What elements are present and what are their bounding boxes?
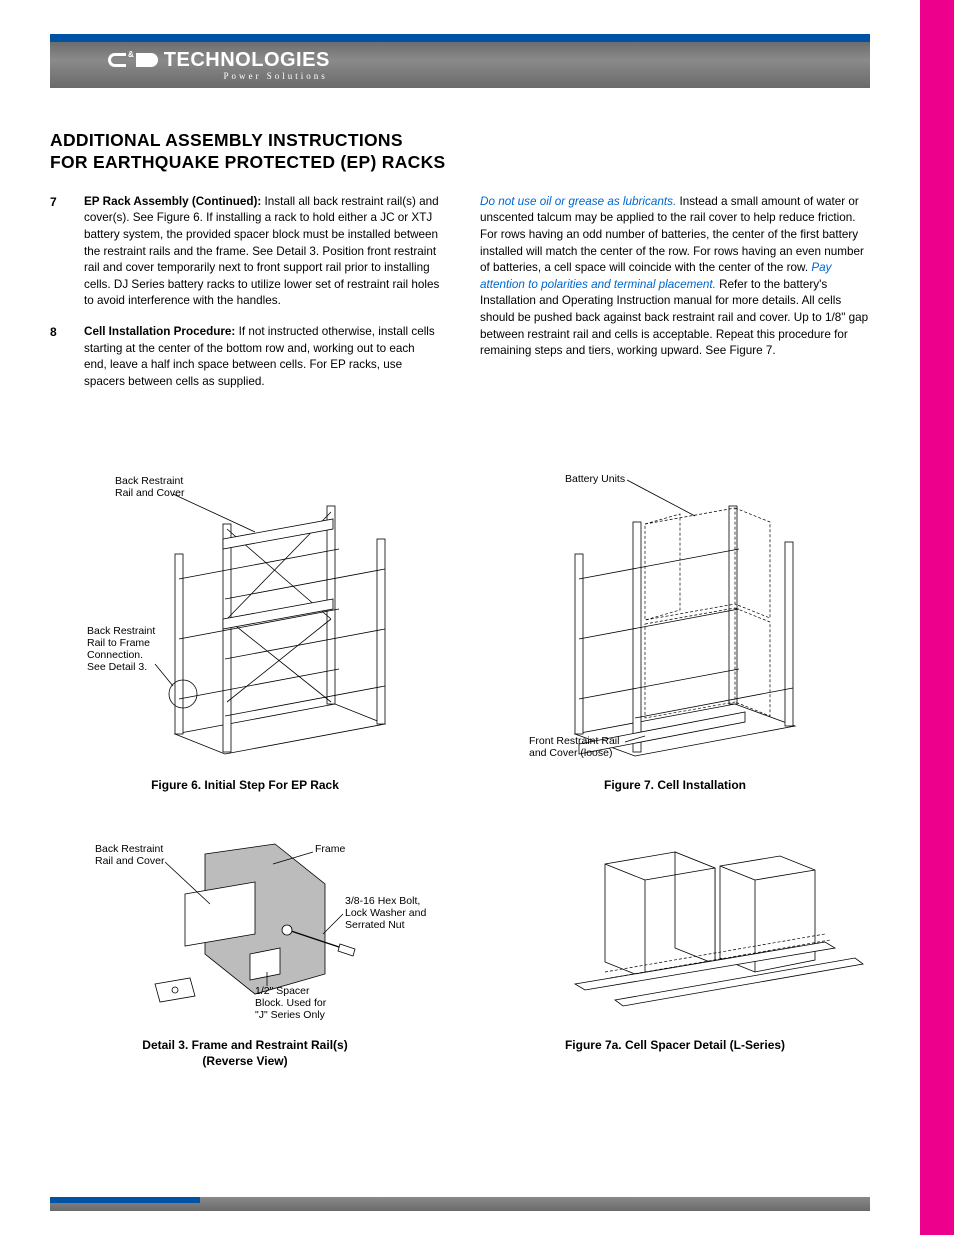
svg-text:See Detail 3.: See Detail 3.	[87, 661, 147, 673]
svg-text:Rail to Frame: Rail to Frame	[87, 637, 150, 649]
text-columns: 7 EP Rack Assembly (Continued): Install …	[50, 194, 870, 405]
figure-6-svg: Back Restraint Rail and Cover Back Restr…	[55, 454, 435, 764]
figures-row-2: Back Restraint Rail and Cover Frame 3/8-…	[50, 834, 870, 1069]
svg-text:and Cover (loose): and Cover (loose)	[529, 747, 612, 759]
svg-text:Connection.: Connection.	[87, 649, 143, 661]
step-body: EP Rack Assembly (Continued): Install al…	[84, 194, 440, 310]
step-title: Cell Installation Procedure:	[84, 325, 235, 338]
title-line-1: ADDITIONAL ASSEMBLY INSTRUCTIONS	[50, 130, 403, 150]
step-text: Install all back restraint rail(s) and c…	[84, 195, 439, 308]
brand-banner: & TECHNOLOGIES Power Solutions	[50, 42, 870, 88]
top-blue-bar	[50, 34, 870, 42]
detail-3-caption: Detail 3. Frame and Restraint Rail(s) (R…	[142, 1038, 347, 1069]
figures-row-1: Back Restraint Rail and Cover Back Restr…	[50, 454, 870, 794]
title-line-2: FOR EARTHQUAKE PROTECTED (EP) RACKS	[50, 152, 446, 172]
page-content: & TECHNOLOGIES Power Solutions ADDITIONA…	[0, 0, 920, 1069]
step-title: EP Rack Assembly (Continued):	[84, 195, 261, 208]
figure-6: Back Restraint Rail and Cover Back Restr…	[50, 454, 440, 794]
figure-7a-caption: Figure 7a. Cell Spacer Detail (L-Series)	[565, 1038, 785, 1054]
bottom-bar	[50, 1197, 870, 1211]
figure-7: Battery Units Front Restraint Rail and C…	[480, 454, 870, 794]
detail-3: Back Restraint Rail and Cover Frame 3/8-…	[50, 834, 440, 1069]
right-paragraph: Do not use oil or grease as lubricants. …	[480, 194, 870, 360]
logo-text: TECHNOLOGIES	[164, 50, 330, 70]
svg-text:Back Restraint: Back Restraint	[87, 625, 155, 637]
pink-sidebar	[920, 0, 954, 1235]
figure-7a: Figure 7a. Cell Spacer Detail (L-Series)	[480, 834, 870, 1069]
logo: & TECHNOLOGIES Power Solutions	[108, 50, 330, 81]
step-number: 7	[50, 194, 84, 310]
caption-line-2: (Reverse View)	[202, 1054, 287, 1068]
step-body: Cell Installation Procedure: If not inst…	[84, 324, 440, 390]
svg-text:Rail and Cover: Rail and Cover	[95, 855, 165, 867]
svg-text:Lock Washer and: Lock Washer and	[345, 907, 426, 919]
figure-6-caption: Figure 6. Initial Step For EP Rack	[151, 778, 339, 794]
svg-text:Back Restraint: Back Restraint	[95, 843, 163, 855]
figure-7-caption: Figure 7. Cell Installation	[604, 778, 746, 794]
svg-text:"J" Series Only: "J" Series Only	[255, 1009, 326, 1021]
logo-mark: &	[108, 53, 158, 67]
svg-text:Serrated Nut: Serrated Nut	[345, 919, 405, 931]
figure-7a-svg	[485, 834, 865, 1024]
svg-text:3/8-16 Hex Bolt,: 3/8-16 Hex Bolt,	[345, 895, 420, 907]
svg-text:Frame: Frame	[315, 843, 345, 855]
left-column: 7 EP Rack Assembly (Continued): Install …	[50, 194, 440, 405]
svg-text:1/2" Spacer: 1/2" Spacer	[255, 985, 310, 997]
detail-3-svg: Back Restraint Rail and Cover Frame 3/8-…	[55, 834, 435, 1024]
emphasis-text: Do not use oil or grease as lubricants.	[480, 195, 676, 208]
step-number: 8	[50, 324, 84, 390]
svg-text:Front Restraint Rail: Front Restraint Rail	[529, 735, 619, 747]
caption-line-1: Detail 3. Frame and Restraint Rail(s)	[142, 1038, 347, 1052]
logo-tagline: Power Solutions	[108, 72, 330, 81]
step-7: 7 EP Rack Assembly (Continued): Install …	[50, 194, 440, 310]
section-title: ADDITIONAL ASSEMBLY INSTRUCTIONS FOR EAR…	[50, 130, 870, 174]
svg-text:Rail and Cover: Rail and Cover	[115, 487, 185, 499]
svg-text:Back Restraint: Back Restraint	[115, 475, 183, 487]
svg-text:Battery Units: Battery Units	[565, 473, 625, 485]
figure-7-svg: Battery Units Front Restraint Rail and C…	[485, 454, 865, 764]
step-8: 8 Cell Installation Procedure: If not in…	[50, 324, 440, 390]
svg-text:Block. Used for: Block. Used for	[255, 997, 327, 1009]
right-column: Do not use oil or grease as lubricants. …	[480, 194, 870, 405]
